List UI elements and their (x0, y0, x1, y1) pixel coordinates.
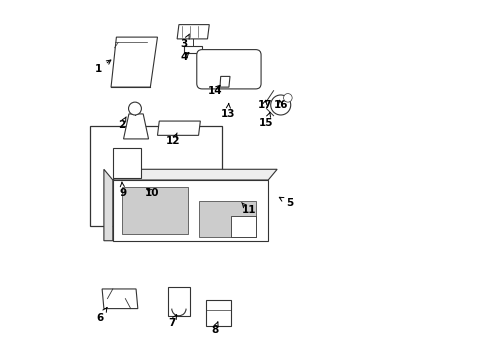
Text: 15: 15 (259, 112, 274, 128)
Polygon shape (122, 187, 188, 234)
Text: 6: 6 (97, 307, 107, 323)
FancyBboxPatch shape (197, 50, 261, 89)
Bar (90, 126, 222, 226)
Polygon shape (184, 46, 202, 53)
Polygon shape (206, 300, 231, 327)
Polygon shape (231, 216, 256, 237)
Polygon shape (123, 114, 148, 139)
Text: 1: 1 (95, 60, 111, 74)
Text: 3: 3 (181, 34, 190, 49)
Text: 2: 2 (118, 117, 126, 130)
Polygon shape (111, 37, 157, 87)
Circle shape (284, 94, 292, 102)
Polygon shape (104, 169, 113, 241)
Text: 12: 12 (166, 133, 181, 146)
Polygon shape (102, 289, 138, 309)
Polygon shape (113, 148, 142, 178)
Polygon shape (198, 202, 256, 237)
Circle shape (128, 102, 142, 115)
Polygon shape (168, 287, 190, 316)
Circle shape (270, 95, 291, 115)
Text: 17: 17 (257, 100, 272, 110)
Text: 10: 10 (145, 188, 159, 198)
Polygon shape (177, 24, 209, 39)
Text: 14: 14 (207, 85, 222, 96)
Text: 11: 11 (241, 203, 256, 215)
Text: 4: 4 (181, 52, 189, 62)
Text: 16: 16 (273, 100, 288, 110)
Polygon shape (157, 121, 200, 135)
Text: 7: 7 (168, 315, 177, 328)
Text: 13: 13 (220, 103, 235, 119)
Polygon shape (220, 76, 230, 87)
Text: 8: 8 (211, 322, 218, 335)
Polygon shape (113, 180, 268, 241)
Text: 9: 9 (119, 182, 126, 198)
Text: 5: 5 (279, 197, 294, 208)
Polygon shape (113, 169, 277, 180)
